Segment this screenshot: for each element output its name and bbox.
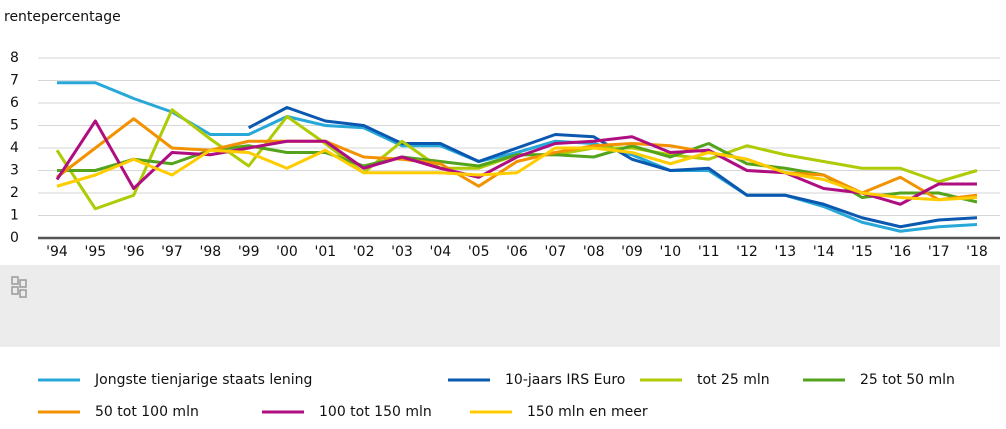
x-tick-label: '08 [583,244,605,260]
x-tick-label: '06 [506,244,528,260]
x-tick-label: '09 [621,244,643,260]
y-tick-label: 7 [10,73,19,89]
legend-label: 100 tot 150 mln [319,404,432,420]
series-line [56,146,978,202]
y-tick-label: 3 [10,163,19,179]
x-tick-label: '95 [84,244,106,260]
x-tick-label: '01 [314,244,336,260]
legend-label: tot 25 mln [697,372,770,388]
legend-label: 10-jaars IRS Euro [505,372,625,388]
x-tick-label: '11 [698,244,720,260]
legend-label: 50 tot 100 mln [95,404,199,420]
series-line [57,81,978,233]
x-tick-label: '02 [353,244,375,260]
x-tick-label: '12 [736,244,758,260]
y-tick-label: 5 [10,118,19,134]
x-tick-label: '07 [544,244,566,260]
x-tick-label: '99 [238,244,260,260]
x-tick-label: '97 [161,244,183,260]
x-tick-label: '04 [429,244,451,260]
legend-label: 25 tot 50 mln [860,372,955,388]
x-tick-label: '05 [468,244,490,260]
x-tick-label: '98 [199,244,221,260]
x-tick-label: '18 [966,244,988,260]
cbs-logo [11,276,27,298]
y-tick-label: 6 [10,95,19,111]
x-tick-label: '14 [813,244,835,260]
x-tick-label: '94 [46,244,68,260]
y-tick-label: 4 [10,140,19,156]
legend-label: 150 mln en meer [527,404,648,420]
y-axis-label: rentepercentage [4,9,121,25]
x-tick-label: '16 [889,244,911,260]
y-tick-label: 1 [10,208,19,224]
x-tick-label: '03 [391,244,413,260]
x-tick-label: '13 [774,244,796,260]
legend-label: Jongste tienjarige staats lening [94,372,312,388]
x-tick-label: '10 [659,244,681,260]
footer-panel [0,265,1000,347]
x-tick-label: '00 [276,244,298,260]
y-tick-label: 0 [10,230,19,246]
x-tick-label: '17 [928,244,950,260]
y-tick-label: 8 [10,50,19,66]
y-tick-label: 2 [10,185,19,201]
x-tick-label: '96 [123,244,145,260]
x-tick-label: '15 [851,244,873,260]
series-line [55,119,977,206]
